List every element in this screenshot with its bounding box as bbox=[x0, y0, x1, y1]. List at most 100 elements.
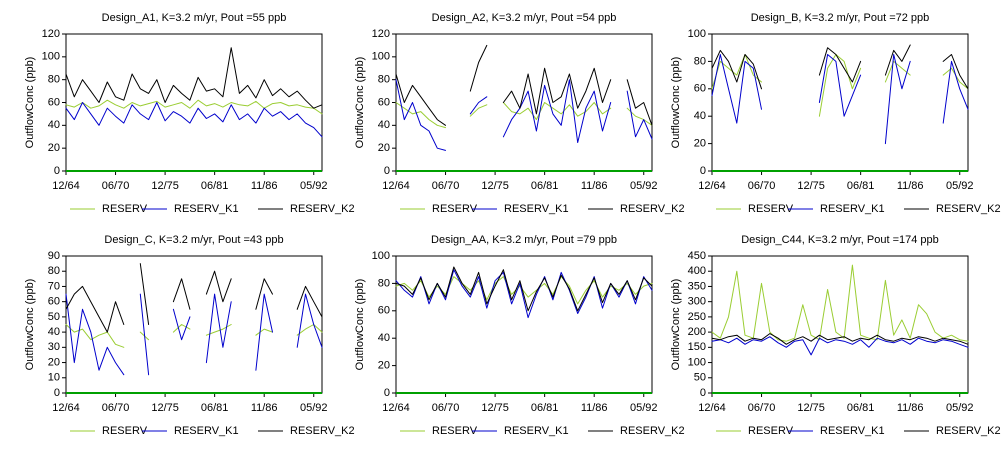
legend-label: RESERV_K2 bbox=[290, 425, 355, 437]
x-tick-label: 06/81 bbox=[847, 402, 875, 414]
y-tick-label: 100 bbox=[42, 51, 60, 63]
series-line bbox=[711, 264, 969, 342]
series-line bbox=[395, 79, 653, 151]
y-tick-label: 50 bbox=[48, 311, 60, 323]
x-tick-label: 06/70 bbox=[748, 402, 776, 414]
legend-label: RESERV bbox=[432, 203, 478, 215]
x-tick-label: 06/81 bbox=[847, 180, 875, 192]
y-tick-label: 40 bbox=[48, 119, 60, 131]
y-tick-label: 90 bbox=[48, 250, 60, 262]
x-tick-label: 11/86 bbox=[251, 180, 278, 192]
x-tick-label: 06/70 bbox=[432, 402, 460, 414]
chart-title: Design_A2, K=3.2 m/yr, Pout =54 ppb bbox=[432, 12, 617, 24]
y-tick-label: 80 bbox=[378, 74, 390, 86]
y-tick-label: 150 bbox=[688, 341, 706, 353]
x-tick-label: 12/75 bbox=[151, 402, 179, 414]
y-tick-label: 120 bbox=[42, 28, 60, 40]
x-tick-label: 06/70 bbox=[102, 180, 130, 192]
chart-title: Design_AA, K=3.2 m/yr, Pout =79 ppb bbox=[431, 234, 617, 246]
y-axis-label: OutflowConc (ppb) bbox=[670, 279, 682, 371]
legend-label: RESERV_K2 bbox=[290, 203, 355, 215]
x-tick-label: 12/64 bbox=[52, 402, 80, 414]
y-tick-label: 80 bbox=[48, 74, 60, 86]
x-tick-label: 12/75 bbox=[151, 180, 179, 192]
x-tick-label: 06/81 bbox=[201, 180, 229, 192]
x-tick-label: 06/70 bbox=[432, 180, 460, 192]
y-tick-label: 350 bbox=[688, 280, 706, 292]
y-tick-label: 30 bbox=[48, 341, 60, 353]
y-tick-label: 450 bbox=[688, 250, 706, 262]
x-tick-label: 11/86 bbox=[897, 402, 924, 414]
y-axis-label: OutflowConc (ppb) bbox=[354, 279, 366, 371]
y-tick-label: 0 bbox=[54, 387, 60, 399]
y-tick-label: 60 bbox=[48, 96, 60, 108]
y-axis-label: OutflowConc (ppb) bbox=[24, 279, 36, 371]
x-tick-label: 06/81 bbox=[201, 402, 229, 414]
y-tick-label: 300 bbox=[688, 296, 706, 308]
y-tick-label: 40 bbox=[378, 119, 390, 131]
legend-label: RESERV_K2 bbox=[620, 425, 685, 437]
series-line bbox=[65, 263, 323, 333]
chart-title: Design_C44, K=3.2 m/yr, Pout =174 ppb bbox=[741, 234, 939, 246]
x-tick-label: 05/92 bbox=[630, 402, 658, 414]
series-line bbox=[65, 47, 323, 109]
series-line bbox=[711, 54, 969, 145]
y-tick-label: 50 bbox=[694, 372, 706, 384]
series-line bbox=[711, 44, 969, 90]
y-tick-label: 10 bbox=[48, 372, 60, 384]
y-tick-label: 20 bbox=[378, 360, 390, 372]
legend-label: RESERV_K1 bbox=[820, 203, 885, 215]
y-tick-label: 100 bbox=[688, 28, 706, 40]
y-tick-label: 60 bbox=[378, 305, 390, 317]
series-line bbox=[711, 54, 969, 117]
y-axis-label: OutflowConc (ppb) bbox=[354, 57, 366, 149]
y-tick-label: 100 bbox=[372, 250, 390, 262]
y-tick-label: 100 bbox=[688, 356, 706, 368]
y-tick-label: 60 bbox=[378, 96, 390, 108]
y-tick-label: 60 bbox=[48, 296, 60, 308]
y-tick-label: 40 bbox=[378, 332, 390, 344]
y-tick-label: 0 bbox=[700, 165, 706, 177]
legend-label: RESERV_K1 bbox=[174, 203, 239, 215]
legend-label: RESERV_K1 bbox=[820, 425, 885, 437]
x-tick-label: 06/81 bbox=[531, 180, 559, 192]
y-tick-label: 40 bbox=[694, 110, 706, 122]
y-axis-label: OutflowConc (ppb) bbox=[670, 57, 682, 149]
x-tick-label: 12/75 bbox=[797, 180, 825, 192]
series-line bbox=[65, 293, 323, 376]
plot-area bbox=[395, 255, 653, 394]
series-line bbox=[711, 333, 969, 345]
y-tick-label: 400 bbox=[688, 265, 706, 277]
series-line bbox=[65, 99, 323, 115]
x-tick-label: 05/92 bbox=[630, 180, 658, 192]
x-tick-label: 12/75 bbox=[481, 180, 509, 192]
legend-label: RESERV bbox=[432, 425, 478, 437]
y-tick-label: 0 bbox=[700, 387, 706, 399]
x-tick-label: 05/92 bbox=[300, 402, 328, 414]
chart: Design_C44, K=3.2 m/yr, Pout =174 ppb Out… bbox=[670, 234, 1001, 437]
x-tick-label: 12/64 bbox=[698, 180, 726, 192]
plot-area bbox=[65, 255, 323, 394]
chart: Design_A1, K=3.2 m/yr, Pout =55 ppb Outfl… bbox=[24, 12, 355, 215]
x-tick-label: 12/64 bbox=[698, 402, 726, 414]
series-line bbox=[395, 102, 653, 129]
y-tick-label: 0 bbox=[384, 165, 390, 177]
y-tick-label: 20 bbox=[378, 142, 390, 154]
x-tick-label: 11/86 bbox=[897, 180, 924, 192]
y-tick-label: 80 bbox=[378, 277, 390, 289]
y-tick-label: 60 bbox=[694, 83, 706, 95]
x-tick-label: 05/92 bbox=[300, 180, 328, 192]
y-tick-label: 20 bbox=[694, 138, 706, 150]
x-tick-label: 06/70 bbox=[748, 180, 776, 192]
legend-label: RESERV bbox=[102, 203, 148, 215]
x-tick-label: 06/81 bbox=[531, 402, 559, 414]
chart-title: Design_C, K=3.2 m/yr, Pout =43 ppb bbox=[104, 234, 283, 246]
y-tick-label: 80 bbox=[694, 55, 706, 67]
legend-label: RESERV_K2 bbox=[936, 203, 1001, 215]
chart-title: Design_A1, K=3.2 m/yr, Pout =55 ppb bbox=[102, 12, 287, 24]
chart: Design_C, K=3.2 m/yr, Pout =43 ppb Outflo… bbox=[24, 234, 355, 437]
y-tick-label: 250 bbox=[688, 311, 706, 323]
plot-area bbox=[395, 33, 653, 172]
series-line bbox=[65, 102, 323, 138]
y-tick-label: 120 bbox=[372, 28, 390, 40]
